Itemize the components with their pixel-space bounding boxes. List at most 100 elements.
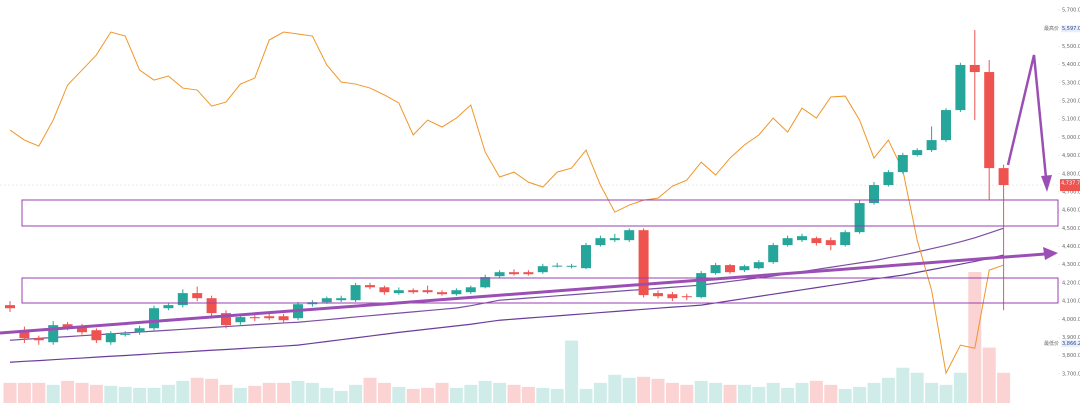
candle-body <box>451 290 462 295</box>
candle-body <box>48 325 59 343</box>
candle-body <box>797 236 807 241</box>
candle-body <box>840 232 851 246</box>
volume-bar <box>881 377 895 403</box>
volume-bar <box>680 384 694 403</box>
candle-body <box>984 72 995 169</box>
volume-bar <box>781 387 795 403</box>
candle-body <box>811 238 822 244</box>
candle-body <box>235 317 246 323</box>
trend-arrow <box>0 252 1046 335</box>
volume-bar <box>493 382 507 403</box>
candle-body <box>883 172 894 186</box>
candle-body <box>408 290 419 293</box>
candle-body <box>336 298 347 301</box>
volume-bar <box>61 380 75 403</box>
volume-bar <box>968 272 982 403</box>
marker-caption: 最低价 <box>1044 340 1059 347</box>
annotation-box <box>21 199 1059 227</box>
y-tick-label: 5,500.00 <box>1062 44 1080 50</box>
volume-bar <box>291 380 305 403</box>
volume-bar <box>737 384 751 403</box>
candle-body <box>581 245 591 269</box>
volume-bar <box>233 387 247 403</box>
y-tick-label: 4,900.00 <box>1062 153 1080 159</box>
y-tick-label: 5,700.00 <box>1062 8 1080 14</box>
volume-bar <box>75 382 89 403</box>
candle-body <box>869 185 879 204</box>
candle-body <box>149 308 159 329</box>
volume-bar <box>579 388 593 403</box>
volume-bar <box>17 382 31 403</box>
y-tick-label: 4,800.00 <box>1062 171 1080 177</box>
y-tick-label: 4,500.00 <box>1062 226 1080 232</box>
volume-bar <box>363 377 377 403</box>
volume-bar <box>190 377 204 403</box>
volume-bar <box>133 387 147 403</box>
current-price-box <box>1060 179 1080 192</box>
volume-bar <box>248 385 262 403</box>
volume-bar <box>205 378 219 403</box>
candle-body <box>62 324 73 329</box>
y-tick-label: 5,200.00 <box>1062 98 1080 104</box>
volume-bar <box>651 378 665 403</box>
arrow-head <box>1043 247 1058 260</box>
volume-bar <box>608 374 622 403</box>
candle-body <box>422 290 433 293</box>
candle-body <box>653 293 663 297</box>
volume-bar <box>118 386 132 403</box>
volume-bar <box>809 380 823 403</box>
volume-bar <box>953 372 967 403</box>
candle-body <box>494 272 505 277</box>
volume-bar <box>507 384 521 403</box>
annotation-box <box>21 277 1059 304</box>
candle-body <box>321 298 332 303</box>
candle-body <box>537 266 548 273</box>
candle-body <box>192 293 203 299</box>
candle-body <box>437 292 447 295</box>
candle-body <box>681 296 692 298</box>
candle-body <box>912 150 923 156</box>
candle-body <box>206 298 217 314</box>
volume-bar <box>824 384 838 403</box>
volume-bar <box>766 382 780 403</box>
y-tick-label: 3,900.00 <box>1062 335 1080 341</box>
candle-body <box>105 333 116 343</box>
volume-bar <box>723 384 737 403</box>
candle-body <box>33 338 44 341</box>
volume-bar <box>593 382 607 403</box>
candle-body <box>825 240 836 246</box>
volume-bar <box>334 390 348 403</box>
volume-bar <box>867 382 881 403</box>
volume-bar <box>521 386 535 403</box>
candle-body <box>768 245 779 263</box>
candle-layer <box>5 30 1009 345</box>
candle-body <box>5 305 15 309</box>
volume-bar <box>910 372 924 403</box>
candle-body <box>595 238 606 246</box>
candle-body <box>710 265 721 274</box>
volume-bar <box>3 382 17 403</box>
candle-body <box>221 313 231 326</box>
candle-body <box>998 168 1009 186</box>
volume-bar <box>219 384 233 403</box>
volume-bar <box>262 382 276 403</box>
volume-bar <box>565 340 579 403</box>
volume-bar <box>665 382 679 403</box>
volume-bar <box>752 386 766 403</box>
volume-bar <box>406 388 420 403</box>
candle-body <box>552 265 563 267</box>
volume-bar <box>838 388 852 403</box>
line-layer <box>9 31 1004 375</box>
marker-label: 5,597.04 <box>1062 26 1080 32</box>
candle-body <box>609 238 620 241</box>
marker-box <box>1061 340 1080 348</box>
y-tick-label: 5,400.00 <box>1062 62 1080 68</box>
candle-body <box>509 272 519 275</box>
volume-bar <box>694 380 708 403</box>
marker-box <box>1061 25 1080 33</box>
y-tick-label: 4,100.00 <box>1062 299 1080 305</box>
volume-bar <box>997 372 1011 403</box>
volume-bar <box>939 384 953 403</box>
candle-body <box>782 238 793 246</box>
